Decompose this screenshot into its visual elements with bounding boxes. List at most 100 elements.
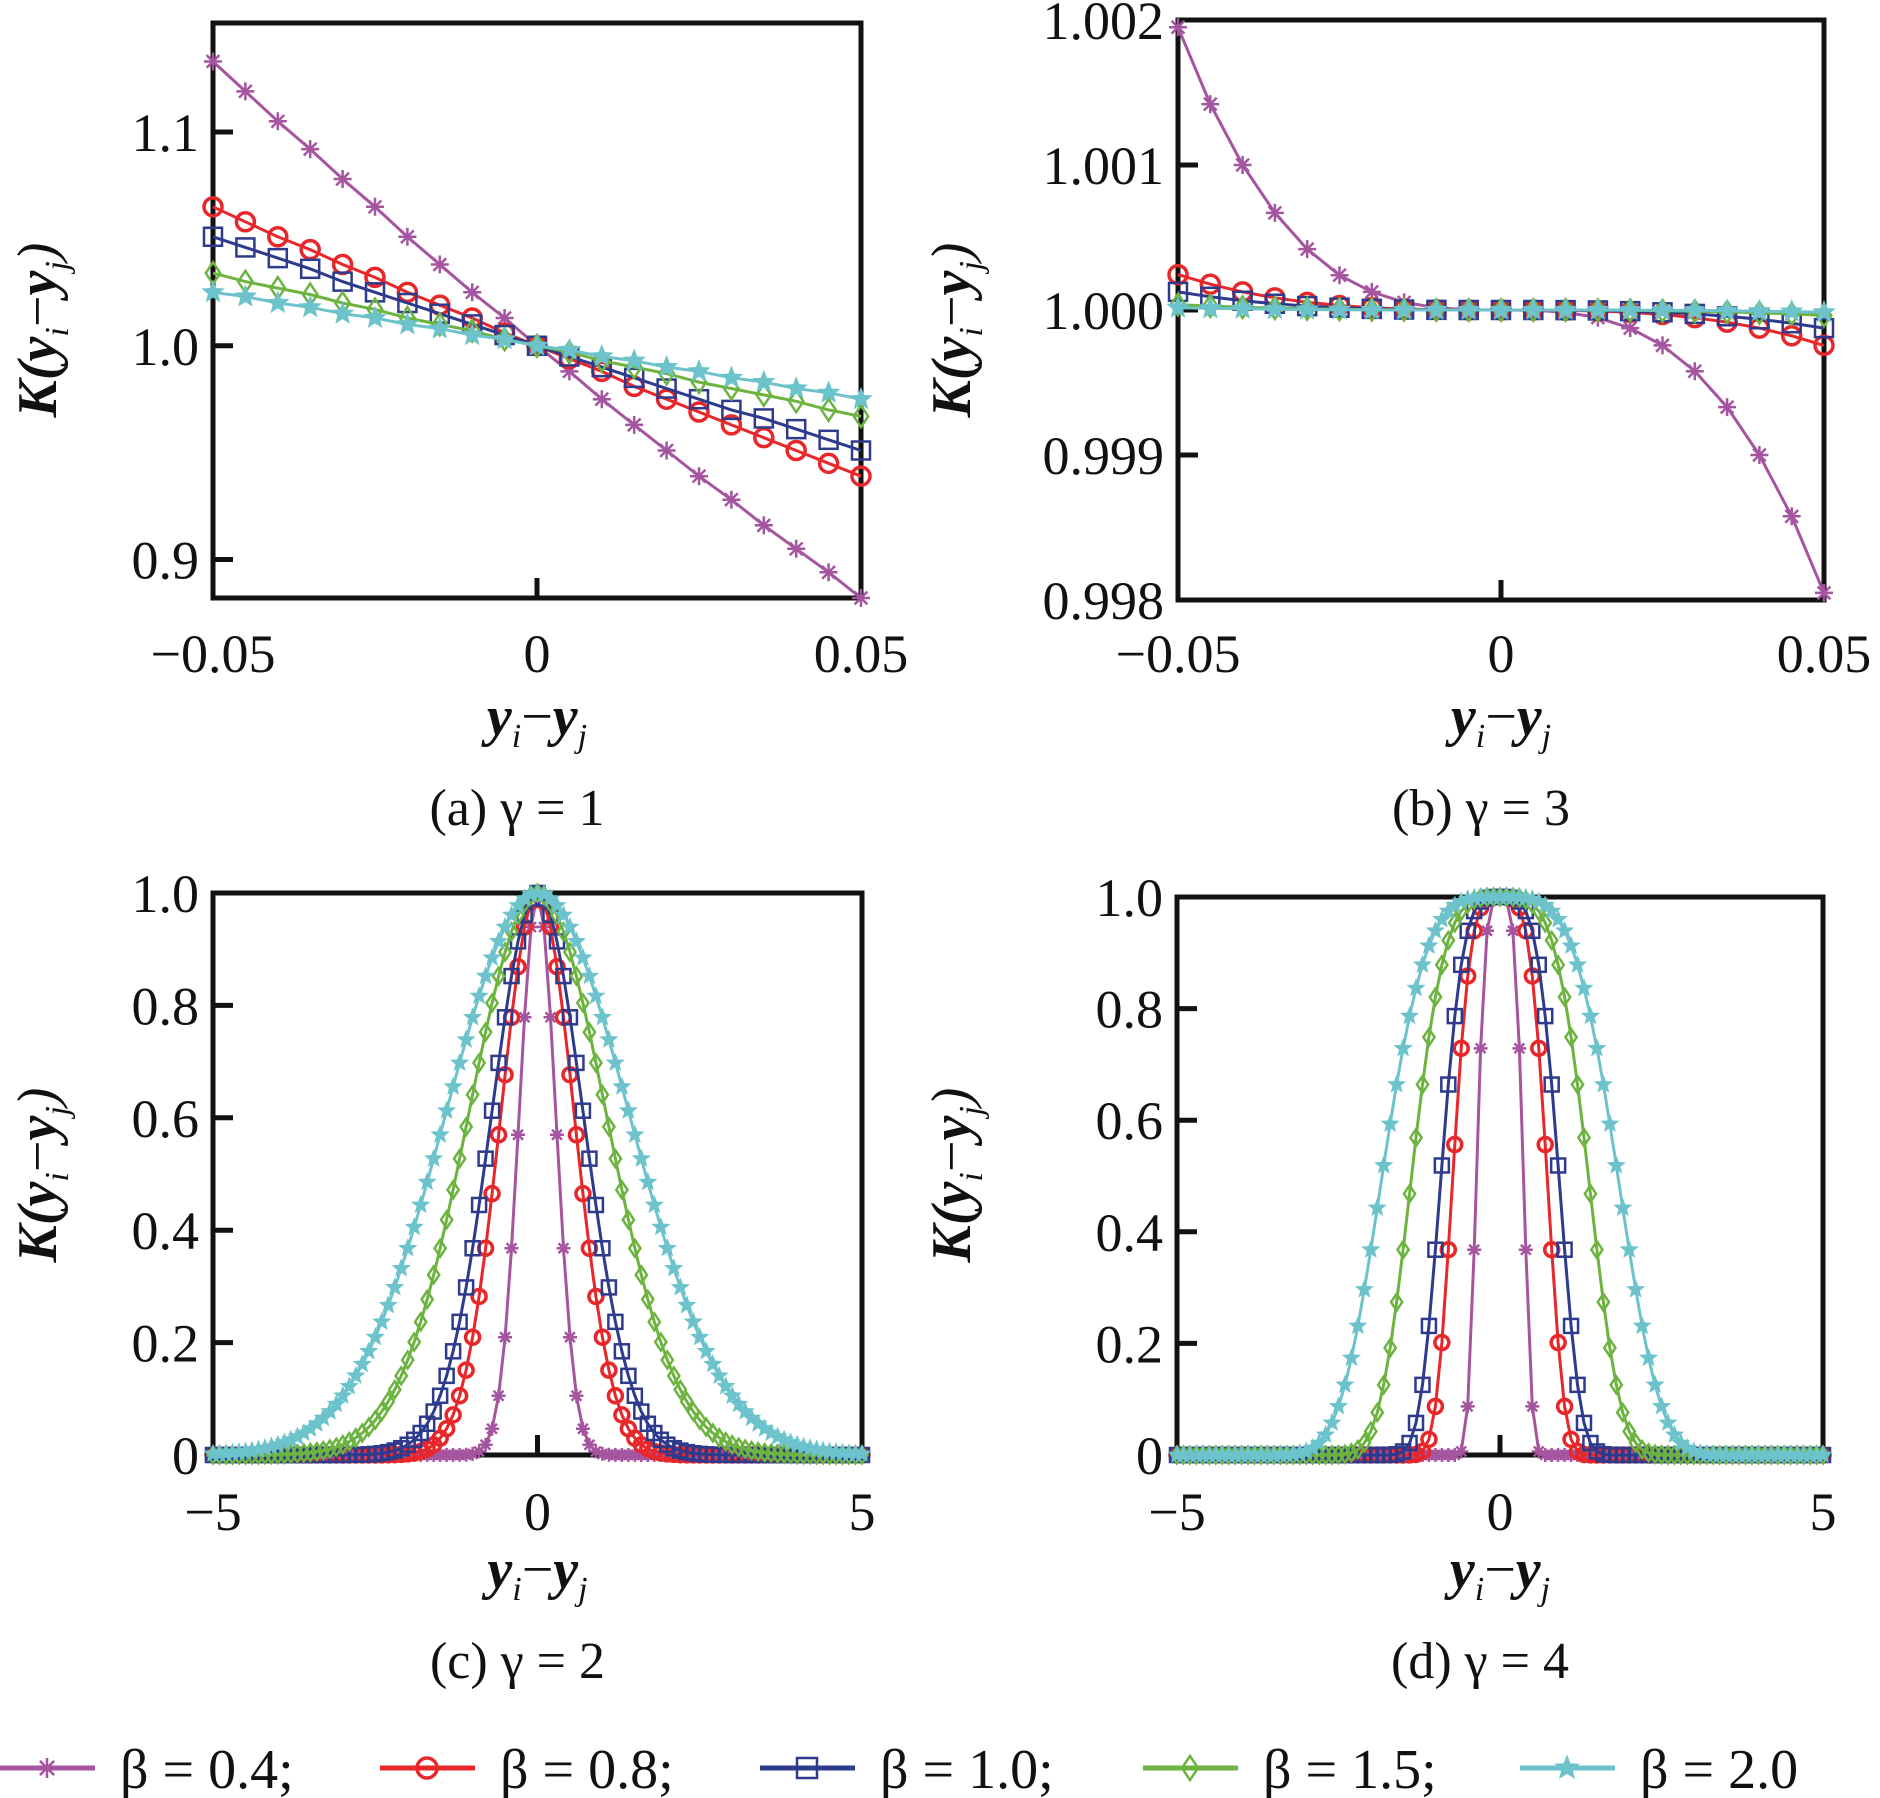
- y-tick-label: 1.001: [1043, 136, 1165, 196]
- data-point-beta-1.5: [484, 992, 500, 1014]
- y-axis-label: K(yi−yj): [7, 243, 76, 419]
- y-axis-label-group: K(yi−yj): [921, 1088, 990, 1264]
- data-point-beta-2: [475, 965, 496, 985]
- legend-item: β = 1.5;: [1143, 1739, 1437, 1798]
- data-point-beta-2: [525, 333, 549, 356]
- y-axis-label-part: y: [7, 270, 69, 302]
- data-point-beta-1: [1446, 1007, 1464, 1025]
- plot-frame: [1174, 894, 1826, 1458]
- data-point-beta-0.4: [1201, 95, 1220, 114]
- data-point-beta-2: [638, 1172, 658, 1191]
- data-point-beta-1: [626, 1387, 644, 1405]
- data-point-beta-2: [722, 1385, 742, 1404]
- data-point-beta-2: [719, 365, 744, 388]
- legend-marker-circle: [415, 1756, 439, 1780]
- legend-label: β = 2.0: [1640, 1739, 1798, 1798]
- data-point-beta-0.8: [1536, 1135, 1554, 1154]
- data-point-beta-1.5: [471, 1052, 487, 1074]
- data-point-beta-1: [1414, 1376, 1431, 1394]
- data-point-beta-1.5: [1201, 293, 1220, 320]
- data-point-beta-0.4: [398, 227, 417, 246]
- legend-label: β = 1.0;: [880, 1739, 1054, 1798]
- data-point-beta-2: [450, 1052, 470, 1072]
- y-axis-label-part: i: [39, 327, 76, 336]
- data-point-beta-2: [1327, 297, 1352, 320]
- data-point-beta-0.4: [1362, 282, 1381, 301]
- data-point-beta-2: [677, 1295, 697, 1314]
- x-axis-label-part: i: [1476, 718, 1485, 755]
- data-point-beta-0.4: [1718, 398, 1737, 417]
- data-point-beta-2: [398, 1238, 418, 1257]
- y-tick-label: 0.999: [1043, 426, 1165, 486]
- data-point-beta-1.5: [329, 1436, 344, 1458]
- data-point-beta-0.4: [1525, 1399, 1540, 1414]
- data-point-beta-0.8: [817, 452, 840, 475]
- data-point-beta-1: [587, 1196, 605, 1214]
- series-line-beta-1: [213, 891, 862, 1457]
- data-point-beta-1: [581, 1150, 598, 1167]
- data-point-beta-0.4: [556, 1241, 571, 1256]
- legend-item: β = 1.0;: [760, 1739, 1054, 1798]
- data-point-beta-0.4: [588, 1444, 603, 1459]
- data-point-beta-2: [1747, 298, 1772, 322]
- data-point-beta-1.5: [1357, 1432, 1372, 1454]
- x-axis-label-part: i: [512, 718, 521, 755]
- data-point-beta-2: [1315, 1424, 1336, 1444]
- data-point-beta-0.8: [613, 1406, 631, 1424]
- data-point-beta-2: [1328, 1396, 1349, 1415]
- x-axis-label-part: −: [522, 1539, 554, 1601]
- data-point-beta-1.5: [1583, 1183, 1598, 1205]
- series-group: [1167, 886, 1833, 1466]
- y-axis-label-part: j: [39, 1106, 76, 1119]
- data-point-beta-2: [599, 1029, 619, 1048]
- series-line-beta-0.4: [1177, 895, 1823, 1457]
- data-point-beta-2: [1715, 298, 1739, 321]
- y-axis-label-part: ): [921, 1088, 983, 1110]
- data-point-beta-0.4: [1265, 203, 1284, 222]
- data-point-beta-1: [1433, 1157, 1451, 1174]
- legend-marker-diamond: [1180, 1753, 1200, 1783]
- data-point-beta-0.4: [430, 255, 449, 274]
- data-point-beta-2: [1664, 1424, 1685, 1444]
- x-axis-label-part: y: [481, 1539, 513, 1601]
- data-point-beta-0.4: [1460, 1399, 1475, 1414]
- data-point-beta-1: [688, 388, 710, 410]
- data-point-beta-2: [687, 359, 711, 382]
- data-point-beta-1.5: [1544, 929, 1559, 952]
- data-point-beta-1.5: [459, 1116, 474, 1138]
- legend-item: β = 0.8;: [380, 1739, 674, 1798]
- data-point-beta-1.5: [1421, 1026, 1437, 1048]
- series-line-beta-0.8: [213, 890, 862, 1457]
- x-axis-label-part: −: [1484, 1539, 1516, 1601]
- data-point-beta-1.5: [1344, 1442, 1359, 1464]
- data-point-beta-2: [372, 1311, 392, 1331]
- data-point-beta-2: [1574, 978, 1594, 997]
- data-point-beta-2: [1380, 1113, 1400, 1133]
- x-axis-label-part: i: [1475, 1571, 1484, 1608]
- data-point-beta-0.8: [444, 1406, 462, 1424]
- y-axis-label-part: ): [921, 243, 983, 265]
- data-point-beta-0.8: [1446, 1135, 1464, 1154]
- data-point-beta-0.4: [301, 140, 320, 159]
- y-axis-label-part: K(: [7, 1202, 69, 1263]
- data-point-beta-2: [1619, 1239, 1639, 1258]
- data-point-beta-1.5: [588, 1052, 604, 1074]
- data-point-beta-1: [1440, 1076, 1457, 1093]
- data-point-beta-2: [654, 354, 679, 378]
- data-point-beta-1: [457, 1279, 475, 1296]
- data-point-beta-0.4: [722, 490, 741, 509]
- data-point-beta-1.5: [1602, 1337, 1617, 1359]
- data-point-beta-2: [612, 1076, 632, 1095]
- data-point-beta-1.5: [647, 1311, 662, 1333]
- y-axis-label-part: i: [953, 327, 990, 336]
- data-point-beta-1: [299, 258, 321, 280]
- data-point-beta-0.4: [569, 1388, 584, 1403]
- data-point-beta-2: [1322, 1412, 1342, 1432]
- legend-marker-star: [1554, 1754, 1580, 1779]
- data-point-beta-2: [1548, 909, 1568, 928]
- data-point-beta-2: [557, 337, 582, 361]
- data-point-beta-0.4: [690, 467, 708, 486]
- data-point-beta-2: [365, 1327, 385, 1346]
- data-point-beta-1.5: [653, 1331, 668, 1353]
